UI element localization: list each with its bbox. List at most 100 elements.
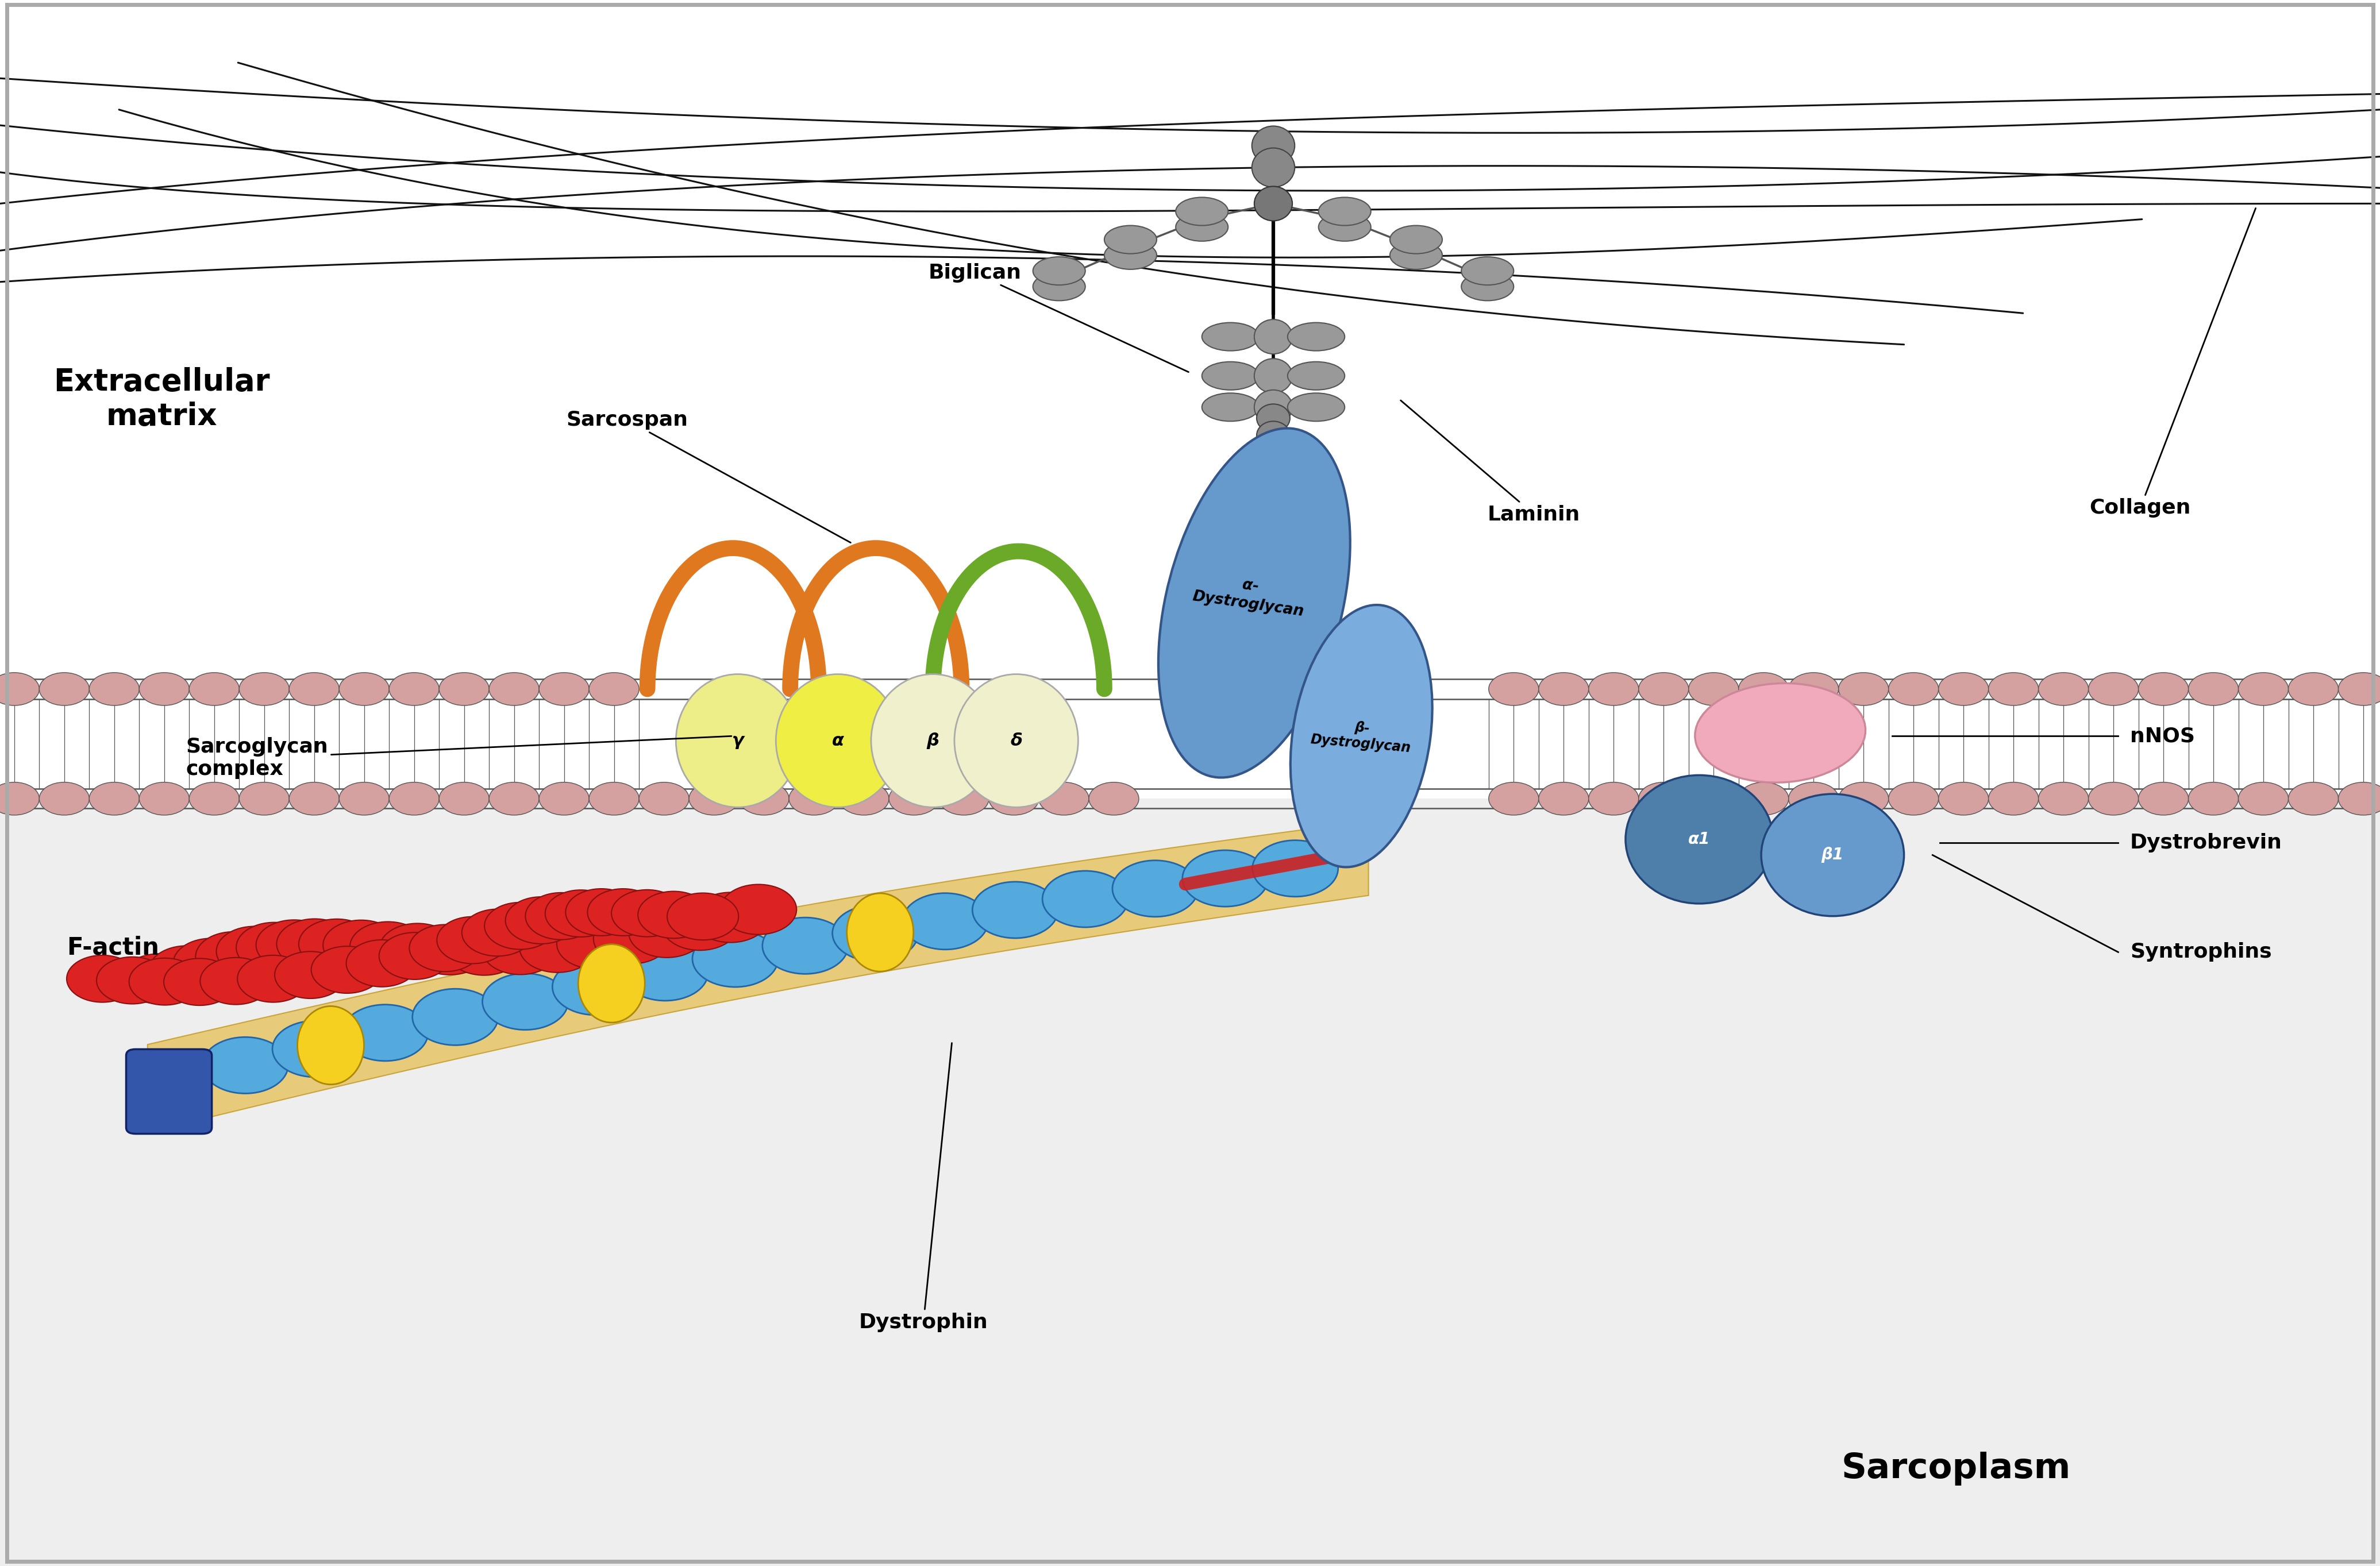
Circle shape [324, 921, 400, 971]
Circle shape [973, 882, 1059, 938]
Circle shape [274, 952, 345, 999]
Circle shape [148, 946, 224, 996]
Circle shape [129, 958, 200, 1005]
Circle shape [1790, 783, 1840, 816]
Circle shape [640, 783, 690, 816]
Circle shape [1042, 871, 1128, 927]
Circle shape [1840, 673, 1890, 705]
Text: α1: α1 [1687, 832, 1711, 847]
Circle shape [343, 1004, 428, 1060]
Circle shape [2290, 673, 2340, 705]
Ellipse shape [1159, 428, 1349, 778]
Circle shape [890, 783, 940, 816]
Circle shape [638, 891, 709, 938]
Circle shape [140, 673, 190, 705]
Circle shape [190, 783, 240, 816]
Text: Syntrophins: Syntrophins [2130, 943, 2273, 962]
Circle shape [300, 919, 376, 969]
Text: Sarcospan: Sarcospan [566, 410, 850, 543]
Circle shape [257, 919, 333, 969]
Circle shape [0, 783, 38, 816]
Ellipse shape [1252, 149, 1295, 186]
Circle shape [121, 954, 198, 1004]
Circle shape [790, 783, 840, 816]
Text: δ: δ [1009, 733, 1023, 749]
Ellipse shape [1319, 213, 1371, 241]
Circle shape [486, 902, 557, 949]
Circle shape [67, 955, 138, 1002]
FancyBboxPatch shape [126, 1049, 212, 1134]
Text: β-
Dystroglycan: β- Dystroglycan [1309, 717, 1414, 755]
Circle shape [1990, 673, 2040, 705]
Ellipse shape [1254, 359, 1292, 393]
Circle shape [545, 889, 616, 936]
Circle shape [445, 926, 521, 976]
Circle shape [2090, 783, 2140, 816]
Circle shape [940, 783, 990, 816]
Circle shape [721, 885, 797, 935]
Circle shape [290, 783, 340, 816]
Circle shape [0, 673, 38, 705]
Circle shape [540, 673, 590, 705]
Circle shape [412, 924, 488, 974]
Circle shape [236, 922, 312, 972]
Ellipse shape [1104, 226, 1157, 254]
Circle shape [628, 907, 704, 957]
Circle shape [1940, 783, 1990, 816]
Circle shape [90, 783, 138, 816]
Circle shape [690, 783, 740, 816]
Polygon shape [148, 821, 1368, 1132]
Ellipse shape [1254, 319, 1292, 354]
Ellipse shape [1202, 323, 1259, 351]
Circle shape [557, 919, 633, 969]
Ellipse shape [1319, 197, 1371, 226]
Circle shape [378, 932, 450, 979]
Circle shape [2340, 783, 2380, 816]
Circle shape [390, 673, 440, 705]
Ellipse shape [1257, 421, 1290, 449]
Text: β: β [926, 733, 940, 749]
Circle shape [483, 974, 569, 1030]
Circle shape [762, 918, 847, 974]
Circle shape [276, 919, 352, 969]
Ellipse shape [1290, 604, 1433, 868]
Circle shape [1890, 673, 1940, 705]
Circle shape [390, 783, 440, 816]
Circle shape [440, 673, 490, 705]
Ellipse shape [298, 1007, 364, 1085]
Text: Dystrobrevin: Dystrobrevin [2130, 833, 2282, 852]
Circle shape [312, 946, 383, 993]
Circle shape [240, 673, 290, 705]
Ellipse shape [1390, 226, 1442, 254]
Ellipse shape [871, 673, 995, 808]
Circle shape [1840, 783, 1890, 816]
Text: α-
Dystroglycan: α- Dystroglycan [1192, 570, 1307, 620]
Circle shape [190, 673, 240, 705]
Circle shape [1940, 673, 1990, 705]
Text: Laminin: Laminin [1402, 401, 1580, 525]
Ellipse shape [676, 673, 800, 808]
Circle shape [217, 927, 293, 977]
Text: γ: γ [731, 733, 745, 749]
Circle shape [902, 893, 988, 949]
Circle shape [2140, 783, 2190, 816]
Circle shape [40, 783, 90, 816]
Circle shape [164, 958, 236, 1005]
Circle shape [2140, 673, 2190, 705]
Ellipse shape [1104, 241, 1157, 269]
Circle shape [1640, 783, 1690, 816]
Circle shape [2190, 673, 2240, 705]
Ellipse shape [1254, 390, 1292, 424]
Circle shape [1183, 850, 1269, 907]
Circle shape [540, 783, 590, 816]
Circle shape [2040, 673, 2090, 705]
Ellipse shape [954, 673, 1078, 808]
Circle shape [662, 900, 738, 951]
Circle shape [2290, 783, 2340, 816]
Ellipse shape [1202, 362, 1259, 390]
Ellipse shape [1695, 683, 1866, 783]
Text: Biglican: Biglican [928, 263, 1188, 373]
Circle shape [350, 922, 426, 972]
Circle shape [238, 955, 309, 1002]
Circle shape [519, 922, 595, 972]
